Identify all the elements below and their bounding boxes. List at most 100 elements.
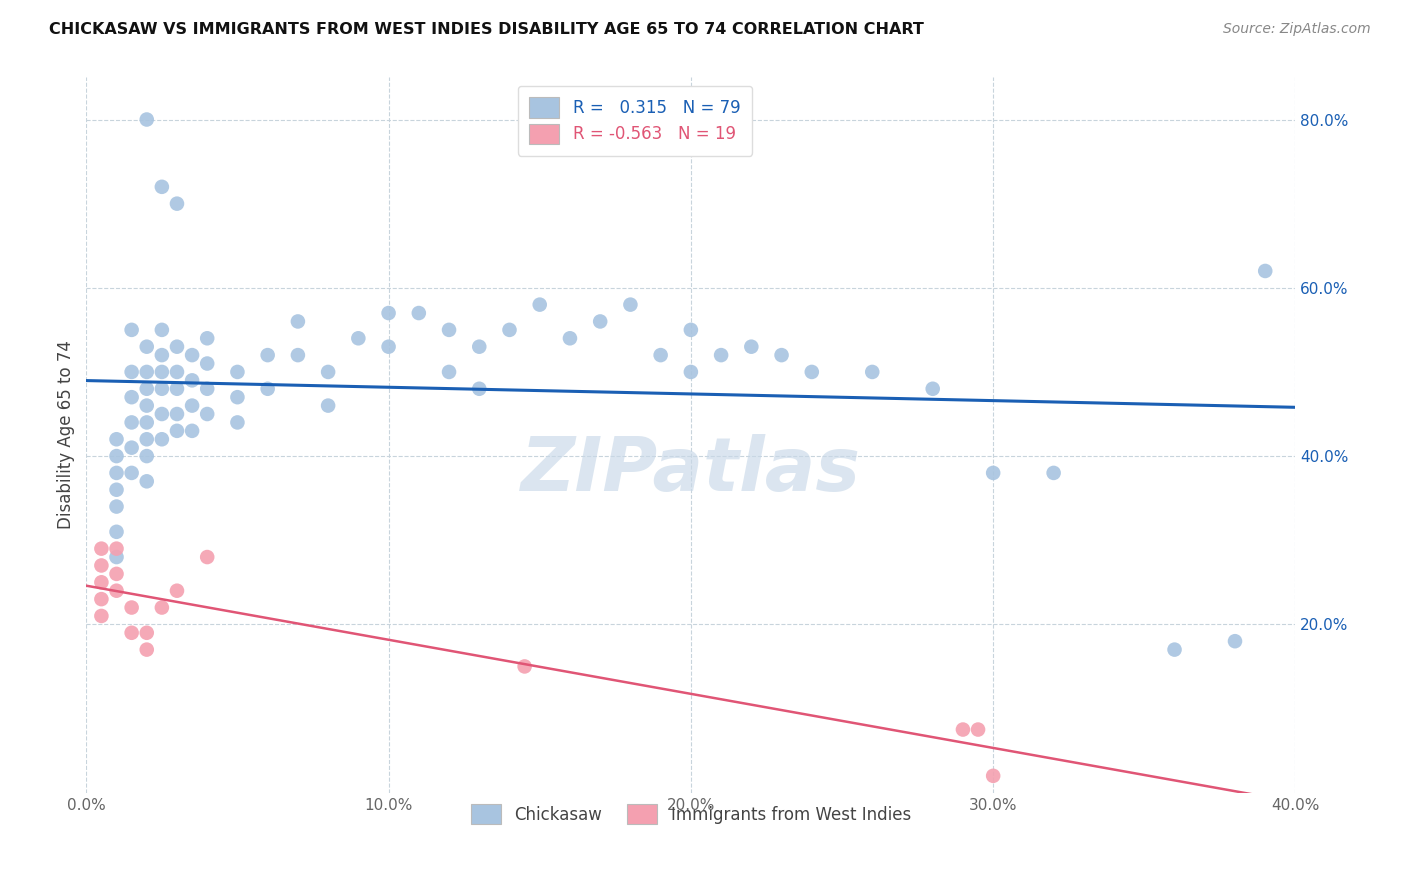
Point [195, 407, 218, 421]
Point [1223, 634, 1246, 648]
Point [860, 365, 883, 379]
Point [256, 348, 278, 362]
Point [195, 382, 218, 396]
Point [800, 365, 823, 379]
Point [135, 340, 157, 354]
Point [135, 432, 157, 446]
Point [166, 424, 188, 438]
Point [377, 306, 399, 320]
Point [740, 340, 762, 354]
Point [181, 373, 204, 387]
Point [105, 524, 128, 539]
Point [135, 399, 157, 413]
Point [105, 583, 128, 598]
Point [121, 466, 143, 480]
Point [105, 550, 128, 565]
Point [710, 348, 733, 362]
Point [105, 541, 128, 556]
Point [166, 365, 188, 379]
Point [166, 196, 188, 211]
Point [256, 382, 278, 396]
Point [150, 365, 173, 379]
Point [408, 306, 430, 320]
Point [135, 112, 157, 127]
Point [135, 642, 157, 657]
Point [105, 483, 128, 497]
Point [195, 550, 218, 565]
Point [468, 382, 491, 396]
Point [513, 659, 536, 673]
Point [181, 399, 204, 413]
Point [105, 432, 128, 446]
Point [90, 558, 112, 573]
Point [679, 365, 702, 379]
Point [166, 382, 188, 396]
Point [105, 449, 128, 463]
Point [981, 466, 1004, 480]
Point [121, 625, 143, 640]
Point [121, 416, 143, 430]
Point [1042, 466, 1064, 480]
Point [195, 357, 218, 371]
Point [316, 365, 339, 379]
Legend: Chickasaw, Immigrants from West Indies: Chickasaw, Immigrants from West Indies [461, 794, 921, 834]
Point [150, 179, 173, 194]
Point [967, 723, 990, 737]
Point [650, 348, 672, 362]
Point [226, 390, 249, 404]
Text: ZIPatlas: ZIPatlas [520, 434, 860, 508]
Point [468, 340, 491, 354]
Point [135, 449, 157, 463]
Point [135, 365, 157, 379]
Y-axis label: Disability Age 65 to 74: Disability Age 65 to 74 [58, 341, 75, 530]
Point [135, 416, 157, 430]
Point [166, 583, 188, 598]
Point [981, 769, 1004, 783]
Point [121, 365, 143, 379]
Point [287, 348, 309, 362]
Point [1163, 642, 1185, 657]
Point [121, 323, 143, 337]
Point [316, 399, 339, 413]
Point [150, 407, 173, 421]
Point [150, 382, 173, 396]
Point [619, 298, 641, 312]
Point [166, 340, 188, 354]
Point [181, 348, 204, 362]
Point [90, 575, 112, 590]
Point [770, 348, 793, 362]
Point [1254, 264, 1277, 278]
Text: Source: ZipAtlas.com: Source: ZipAtlas.com [1223, 22, 1371, 37]
Point [437, 365, 460, 379]
Text: CHICKASAW VS IMMIGRANTS FROM WEST INDIES DISABILITY AGE 65 TO 74 CORRELATION CHA: CHICKASAW VS IMMIGRANTS FROM WEST INDIES… [49, 22, 924, 37]
Point [150, 600, 173, 615]
Point [377, 340, 399, 354]
Point [437, 323, 460, 337]
Point [181, 424, 204, 438]
Point [105, 500, 128, 514]
Point [90, 609, 112, 624]
Point [150, 348, 173, 362]
Point [498, 323, 520, 337]
Point [195, 331, 218, 345]
Point [121, 390, 143, 404]
Point [226, 365, 249, 379]
Point [921, 382, 943, 396]
Point [90, 541, 112, 556]
Point [90, 592, 112, 607]
Point [166, 407, 188, 421]
Point [150, 323, 173, 337]
Point [347, 331, 370, 345]
Point [105, 466, 128, 480]
Point [135, 625, 157, 640]
Point [135, 475, 157, 489]
Point [105, 566, 128, 581]
Point [679, 323, 702, 337]
Point [589, 314, 612, 328]
Point [121, 600, 143, 615]
Point [135, 382, 157, 396]
Point [121, 441, 143, 455]
Point [287, 314, 309, 328]
Point [558, 331, 581, 345]
Point [952, 723, 974, 737]
